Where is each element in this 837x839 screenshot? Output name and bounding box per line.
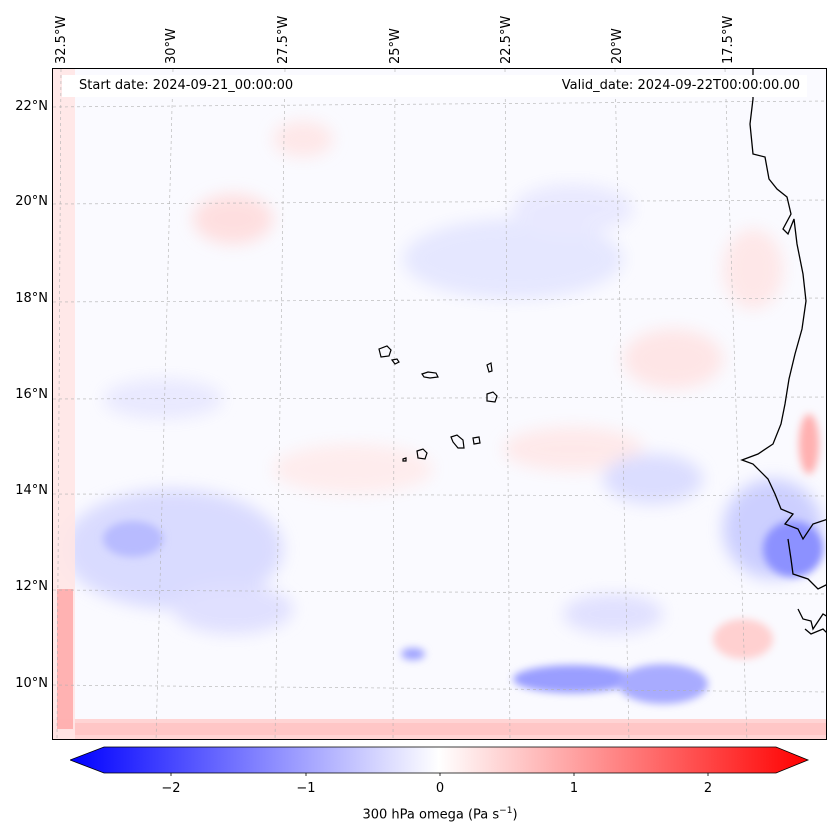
lat-label: 10°N (15, 676, 48, 691)
gridlines (53, 69, 826, 739)
lon-label: 17.5°W (721, 15, 736, 64)
lon-label: 30°W (164, 28, 179, 64)
lat-label: 22°N (15, 99, 48, 114)
lon-label: 32.5°W (54, 15, 69, 64)
colorbar-title: 300 hPa omega (Pa s−1) (362, 806, 518, 823)
lat-label: 20°N (15, 194, 48, 209)
colorbar-tick-label: −2 (161, 781, 181, 796)
map-frame (52, 68, 827, 740)
colorbar-tick-label: 0 (435, 781, 445, 796)
lat-label: 18°N (15, 291, 48, 306)
colorbar-tick-label: 1 (569, 781, 579, 796)
colorbar-tick-label: −1 (296, 781, 316, 796)
colorbar (70, 746, 810, 776)
lon-label: 22.5°W (499, 15, 514, 64)
start-date-label: Start date: 2024-09-21_00:00:00 (79, 78, 294, 93)
colorbar-tick-label: 2 (703, 781, 713, 796)
cape-verde-islands (378, 345, 498, 462)
lon-label: 25°W (388, 28, 403, 64)
omega-field (53, 69, 826, 739)
lat-label: 16°N (15, 387, 48, 402)
lat-label: 14°N (15, 483, 48, 498)
africa-coastline (740, 69, 826, 635)
valid-date-label: Valid_date: 2024-09-22T00:00:00.00 (561, 78, 800, 93)
lat-label: 12°N (15, 579, 48, 594)
lon-label: 27.5°W (276, 15, 291, 64)
header-bar (62, 75, 807, 97)
lon-label: 20°W (610, 28, 625, 64)
